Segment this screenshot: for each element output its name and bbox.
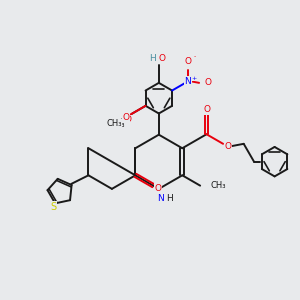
Text: O: O (158, 54, 165, 63)
Text: O: O (154, 184, 161, 193)
Text: O: O (122, 113, 129, 122)
Text: H: H (166, 194, 172, 203)
Text: S: S (51, 202, 57, 212)
Text: -: - (193, 55, 196, 60)
Text: +: + (192, 76, 197, 81)
Text: O: O (184, 57, 191, 66)
Text: N: N (184, 77, 191, 86)
Text: CH₃: CH₃ (210, 181, 226, 190)
Text: O: O (224, 142, 231, 151)
Text: CH₃: CH₃ (106, 119, 122, 128)
Text: O: O (124, 115, 131, 124)
Text: H: H (150, 54, 156, 63)
Text: CH₃: CH₃ (110, 120, 125, 129)
Text: O: O (203, 105, 210, 114)
Text: N: N (157, 194, 164, 203)
Text: O: O (204, 78, 211, 87)
